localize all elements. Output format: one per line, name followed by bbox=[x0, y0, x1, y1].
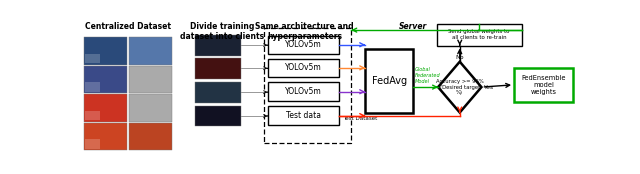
Bar bbox=[129, 37, 172, 65]
Text: YOLOv5m: YOLOv5m bbox=[285, 87, 321, 96]
Text: YOLOv5m: YOLOv5m bbox=[285, 40, 321, 49]
Bar bbox=[514, 68, 573, 102]
Bar bbox=[268, 59, 339, 77]
Text: Server: Server bbox=[399, 22, 428, 31]
Text: YOLOv5m: YOLOv5m bbox=[285, 63, 321, 72]
Bar bbox=[268, 82, 339, 101]
Bar bbox=[84, 94, 127, 122]
Bar bbox=[264, 28, 351, 143]
Bar bbox=[85, 139, 100, 149]
Bar bbox=[195, 106, 241, 126]
Text: Centralized Dataset: Centralized Dataset bbox=[85, 22, 171, 31]
Bar bbox=[85, 111, 100, 120]
Text: No: No bbox=[456, 55, 464, 60]
Bar bbox=[268, 106, 339, 125]
Bar bbox=[129, 122, 172, 150]
Text: Same architecture and
hyperparameters: Same architecture and hyperparameters bbox=[255, 22, 354, 41]
Text: Global
Federated
Model: Global Federated Model bbox=[415, 67, 440, 84]
Bar bbox=[195, 35, 241, 56]
Bar bbox=[84, 66, 127, 93]
Bar bbox=[85, 54, 100, 63]
Polygon shape bbox=[438, 62, 481, 113]
Bar bbox=[84, 37, 127, 65]
Text: Test Dataset: Test Dataset bbox=[343, 116, 377, 121]
Bar bbox=[129, 94, 172, 122]
Text: FedEnsemble
model
weights: FedEnsemble model weights bbox=[521, 75, 566, 95]
Bar bbox=[85, 82, 100, 92]
Text: Yes: Yes bbox=[484, 85, 494, 90]
Bar bbox=[365, 49, 413, 113]
Bar bbox=[195, 58, 241, 79]
Text: Accuracy >= 96%
(Desired target
%): Accuracy >= 96% (Desired target %) bbox=[436, 79, 484, 95]
Bar bbox=[84, 122, 127, 150]
Bar bbox=[129, 66, 172, 93]
Text: FedAvg: FedAvg bbox=[372, 76, 407, 86]
Text: Test data: Test data bbox=[285, 111, 321, 120]
Text: Send global weights to
all clients to re-train: Send global weights to all clients to re… bbox=[449, 29, 510, 40]
Bar bbox=[195, 82, 241, 102]
Bar bbox=[436, 24, 522, 46]
Text: Divide training
dataset into clients: Divide training dataset into clients bbox=[180, 22, 264, 41]
Bar bbox=[268, 35, 339, 54]
